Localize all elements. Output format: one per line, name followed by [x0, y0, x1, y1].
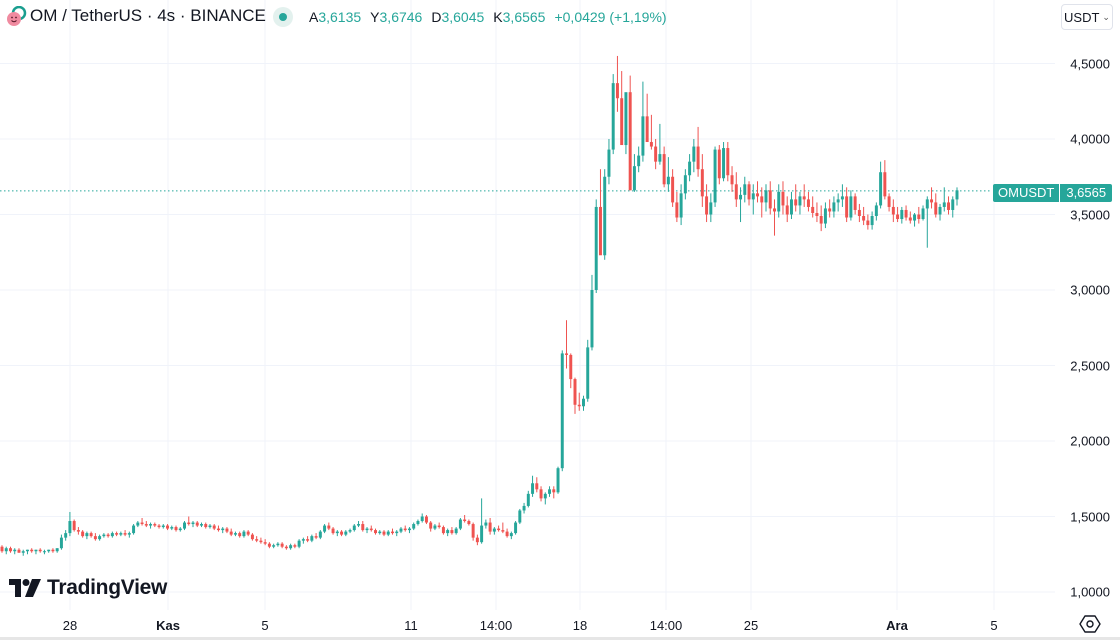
price-axis-label: 2,5000: [1070, 358, 1110, 373]
time-axis-label: 11: [404, 618, 418, 633]
price-axis-label: 3,5000: [1070, 207, 1110, 222]
tradingview-mark-icon: [9, 579, 41, 597]
settings-hexagon-icon[interactable]: [1079, 613, 1101, 635]
bottom-border: [0, 637, 1120, 640]
ohlc-high: Y3,6746: [370, 9, 423, 25]
price-axis-label: 4,0000: [1070, 131, 1110, 147]
time-axis-label: 25: [743, 618, 759, 633]
time-axis-label: 14:00: [479, 618, 513, 633]
last-price-tag: OMUSDT 3,6565: [993, 184, 1113, 202]
om-token-logo-icon: [7, 6, 27, 26]
ohlc-close: K3,6565: [493, 9, 546, 25]
symbol-title[interactable]: OM / TetherUS · 4s · BINANCE: [30, 6, 266, 25]
ohlc-low: D3,6045: [431, 9, 485, 25]
time-axis-label: 5: [261, 618, 269, 633]
tradingview-wordmark: TradingView: [47, 576, 168, 599]
chevron-down-icon: ⌄: [1102, 11, 1110, 22]
time-axis-label: 5: [990, 618, 998, 633]
currency-selector[interactable]: USDT ⌄: [1061, 4, 1113, 30]
price-axis-label: 1,0000: [1070, 584, 1110, 600]
time-axis-label: Kas: [156, 618, 180, 633]
market-status-icon[interactable]: [273, 7, 293, 27]
price-axis-label: 2,0000: [1070, 433, 1110, 449]
ohlc-change: +0,0429 (+1,19%): [554, 9, 667, 25]
price-axis-label: 4,5000: [1070, 56, 1110, 71]
time-axis-label: 28: [62, 618, 78, 633]
currency-label: USDT: [1064, 9, 1100, 25]
time-axis-label: 18: [572, 618, 588, 633]
price-axis-label: 3,0000: [1070, 282, 1110, 298]
time-axis-label: Ara: [886, 618, 908, 633]
chart-grid: [0, 0, 1055, 610]
time-axis-label: 14:00: [649, 618, 683, 633]
tradingview-logo[interactable]: TradingView: [9, 576, 167, 600]
price-tag-symbol: OMUSDT: [993, 184, 1061, 202]
price-tag-value: 3,6565: [1060, 184, 1113, 202]
ohlc-values: A3,6135 Y3,6746 D3,6045 K3,6565 +0,0429 …: [309, 9, 667, 25]
chart-header: OM / TetherUS · 4s · BINANCE A3,6135 Y3,…: [0, 0, 1000, 34]
price-axis-label: 1,5000: [1070, 509, 1110, 524]
candle-series: [0, 55, 959, 556]
ohlc-open: A3,6135: [309, 9, 362, 25]
